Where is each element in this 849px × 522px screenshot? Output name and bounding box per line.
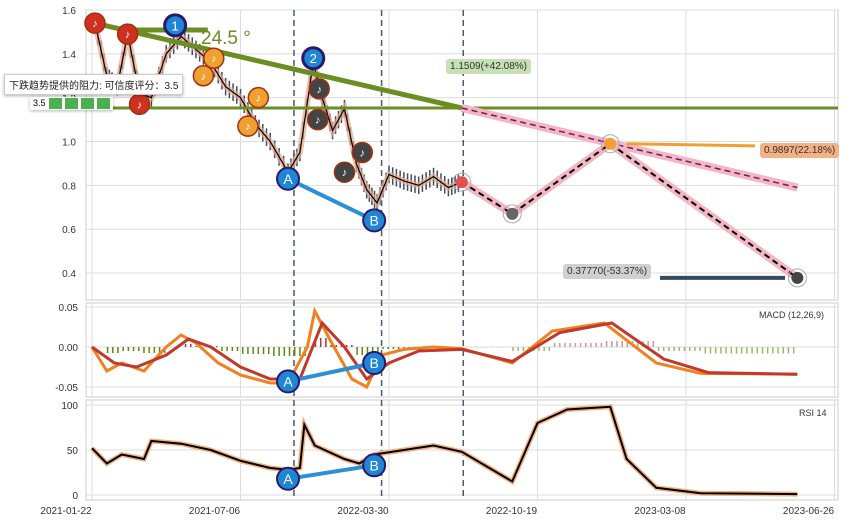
wave-label-2: 2 bbox=[310, 51, 317, 66]
x-tick-label: 2023-03-08 bbox=[634, 506, 686, 517]
point-marker-A bbox=[276, 369, 301, 394]
trend-line bbox=[94, 20, 463, 111]
note-marker bbox=[237, 115, 259, 137]
target-label-3: 0.37770(-53.37%) bbox=[563, 264, 652, 279]
point-label-B: B bbox=[369, 212, 378, 228]
note-marker bbox=[203, 47, 225, 69]
target-ring bbox=[452, 172, 472, 192]
target-point bbox=[455, 176, 468, 189]
note-marker bbox=[306, 108, 329, 131]
rsi-title: RSI 14 bbox=[799, 408, 827, 418]
note-marker bbox=[308, 78, 330, 100]
point-marker-B bbox=[362, 208, 387, 233]
y-tick-label: 0.00 bbox=[59, 343, 79, 354]
target-point bbox=[604, 137, 617, 150]
rsi-line bbox=[91, 405, 798, 496]
star-icon bbox=[48, 98, 62, 110]
note-icon: ♪ bbox=[360, 147, 366, 159]
arrow-orange bbox=[626, 142, 756, 148]
y-tick-label: 1.0 bbox=[62, 138, 76, 149]
note-marker bbox=[247, 86, 270, 109]
note-icon: ♪ bbox=[201, 71, 207, 83]
x-tick-label: 2021-07-06 bbox=[189, 506, 241, 517]
y-tick-label: 0 bbox=[72, 491, 78, 502]
ab-line bbox=[287, 176, 376, 223]
point-marker-A bbox=[276, 166, 301, 191]
point-marker-B bbox=[362, 453, 387, 478]
star-icon bbox=[64, 98, 78, 110]
tooltip: 下跌趋势提供的阻力: 可信度评分：3.5 bbox=[4, 74, 184, 95]
ab-line bbox=[287, 463, 375, 481]
point-label-A: A bbox=[283, 373, 293, 389]
wave-marker-2 bbox=[302, 47, 325, 70]
ab-line bbox=[287, 361, 375, 384]
macd-title: MACD (12,26,9) bbox=[759, 310, 825, 320]
note-marker bbox=[351, 141, 374, 164]
x-tick-label: 2022-10-19 bbox=[486, 506, 538, 517]
target-point bbox=[506, 207, 519, 220]
point-label-B: B bbox=[369, 457, 378, 473]
projection-line bbox=[461, 142, 798, 279]
target-point bbox=[791, 271, 804, 284]
target-label-2: 0.9897(22.18%) bbox=[760, 143, 840, 158]
rating: 3.5 bbox=[30, 97, 113, 111]
note-marker bbox=[333, 161, 356, 183]
point-marker-B bbox=[362, 351, 387, 375]
x-tick-label: 2022-03-30 bbox=[337, 506, 389, 517]
wave-marker-1 bbox=[164, 14, 187, 37]
point-label-A: A bbox=[283, 171, 293, 187]
star-icon bbox=[96, 98, 110, 110]
y-tick-label: 0.05 bbox=[59, 303, 79, 314]
y-tick-label: -0.05 bbox=[55, 383, 78, 394]
angle-label: 24.5 ° bbox=[201, 28, 251, 49]
y-tick-label: 0.4 bbox=[62, 269, 76, 280]
y-tick-label: 0.8 bbox=[62, 181, 76, 192]
note-icon: ♪ bbox=[256, 93, 262, 105]
x-tick-label: 2021-01-22 bbox=[40, 506, 92, 517]
y-tick-label: 1.6 bbox=[62, 6, 76, 17]
note-icon: ♪ bbox=[211, 53, 217, 65]
target-ring bbox=[502, 204, 522, 224]
note-icon: ♪ bbox=[137, 99, 143, 111]
point-label-B: B bbox=[369, 355, 378, 371]
note-icon: ♪ bbox=[316, 84, 322, 96]
signal-line bbox=[91, 320, 798, 382]
note-icon: ♪ bbox=[342, 167, 348, 179]
y-tick-label: 50 bbox=[67, 446, 79, 457]
point-marker-A bbox=[276, 466, 301, 491]
note-icon: ♪ bbox=[92, 18, 98, 30]
note-marker bbox=[192, 65, 215, 87]
point-label-A: A bbox=[283, 471, 293, 487]
projected-trend bbox=[461, 107, 798, 189]
wave-label-1: 1 bbox=[172, 18, 179, 33]
target-ring bbox=[787, 268, 807, 288]
note-marker bbox=[84, 12, 106, 34]
target-label-1: 1.1509(+42.08%) bbox=[446, 59, 532, 74]
y-tick-label: 100 bbox=[61, 401, 78, 412]
note-marker bbox=[116, 23, 139, 45]
star-icon bbox=[80, 98, 94, 110]
note-icon: ♪ bbox=[245, 121, 251, 133]
note-icon: ♪ bbox=[125, 29, 131, 41]
y-tick-label: 0.6 bbox=[62, 225, 76, 236]
rating-value: 3.5 bbox=[33, 98, 46, 108]
y-tick-label: 1.4 bbox=[62, 50, 76, 61]
target-ring bbox=[600, 134, 620, 154]
note-icon: ♪ bbox=[315, 115, 321, 127]
x-tick-label: 2023-06-26 bbox=[783, 506, 835, 517]
